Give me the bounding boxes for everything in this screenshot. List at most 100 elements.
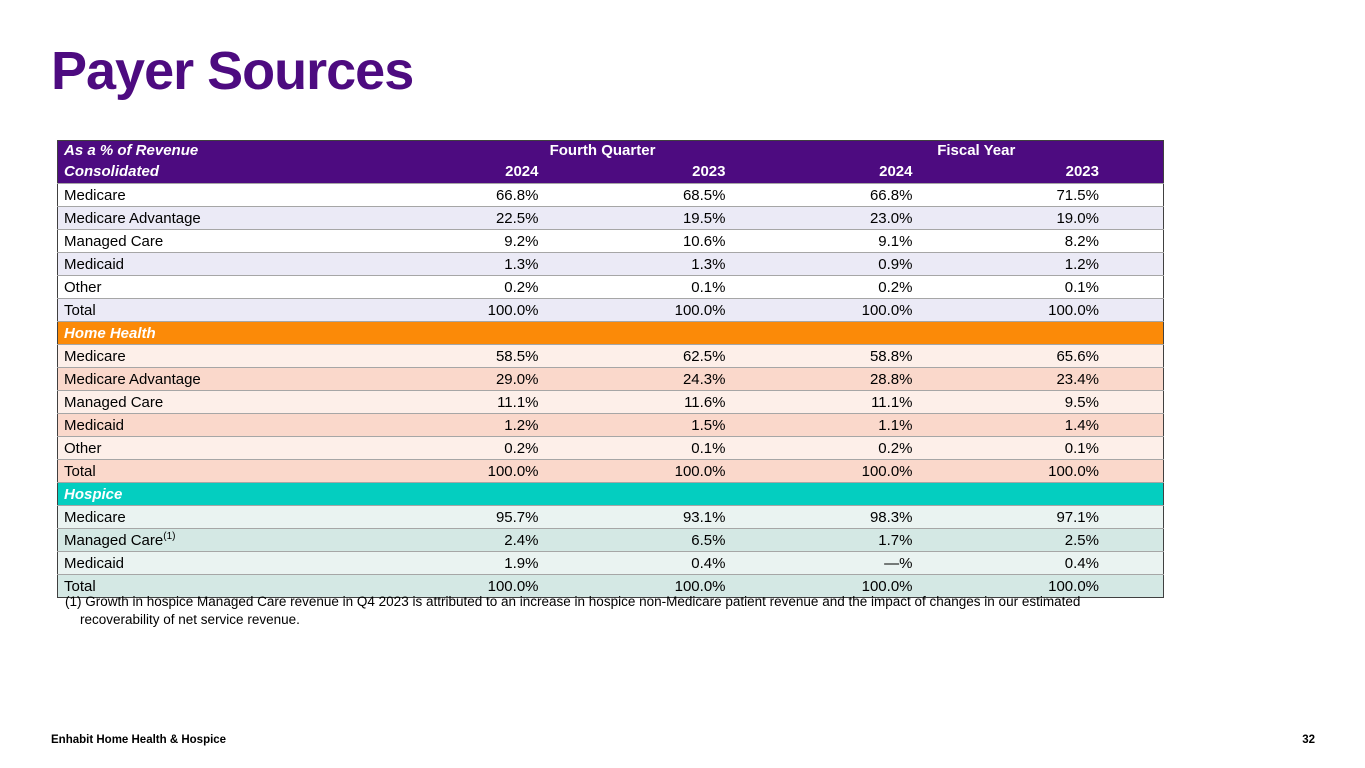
footnote-reference-marker: (1) <box>163 530 176 542</box>
value-cell: 9.2% <box>415 229 603 253</box>
row-label: Managed Care <box>57 390 416 414</box>
value-cell: 2.4% <box>415 528 603 552</box>
row-label: Medicare <box>57 505 416 529</box>
value-cell: 0.4% <box>976 551 1164 575</box>
value-cell: 0.2% <box>415 275 603 299</box>
header-row-years: Consolidated 2024 2023 2024 2023 <box>57 160 1164 184</box>
value-cell: 100.0% <box>976 298 1164 322</box>
corner-label-revenue: As a % of Revenue <box>57 140 416 160</box>
value-cell: 100.0% <box>602 574 790 598</box>
value-cell: 95.7% <box>415 505 603 529</box>
value-cell: 9.5% <box>976 390 1164 414</box>
footer-page-number: 32 <box>1302 734 1315 746</box>
value-cell: 1.7% <box>789 528 977 552</box>
value-cell: 66.8% <box>415 183 603 207</box>
table-row: Medicare 58.5% 62.5% 58.8% 65.6% <box>57 344 1164 368</box>
payer-sources-table: As a % of Revenue Fourth Quarter Fiscal … <box>57 140 1164 598</box>
value-cell: 1.2% <box>976 252 1164 276</box>
value-cell: 100.0% <box>976 574 1164 598</box>
value-cell: 11.1% <box>789 390 977 414</box>
value-cell: 62.5% <box>602 344 790 368</box>
row-label: Total <box>57 459 416 483</box>
value-cell: 93.1% <box>602 505 790 529</box>
table-row: Medicare 66.8% 68.5% 66.8% 71.5% <box>57 183 1164 207</box>
value-cell: 97.1% <box>976 505 1164 529</box>
table-row: Other 0.2% 0.1% 0.2% 0.1% <box>57 275 1164 299</box>
section-header-row: Hospice <box>57 482 1164 506</box>
table-row: Other 0.2% 0.1% 0.2% 0.1% <box>57 436 1164 460</box>
row-label: Medicare <box>57 183 416 207</box>
value-cell: 28.8% <box>789 367 977 391</box>
value-cell: 1.1% <box>789 413 977 437</box>
value-cell: 11.1% <box>415 390 603 414</box>
table-row: Medicare Advantage 29.0% 24.3% 28.8% 23.4% <box>57 367 1164 391</box>
year-header-fy-2023: 2023 <box>976 160 1164 184</box>
year-header-fy-2024: 2024 <box>789 160 977 184</box>
table-row: Total 100.0% 100.0% 100.0% 100.0% <box>57 574 1164 598</box>
value-cell: 10.6% <box>602 229 790 253</box>
value-cell: 19.0% <box>976 206 1164 230</box>
value-cell: 65.6% <box>976 344 1164 368</box>
header-row-groups: As a % of Revenue Fourth Quarter Fiscal … <box>57 140 1164 160</box>
table-row: Managed Care 11.1% 11.6% 11.1% 9.5% <box>57 390 1164 414</box>
row-label: Medicare Advantage <box>57 206 416 230</box>
footer-company-name: Enhabit Home Health & Hospice <box>51 734 227 746</box>
value-cell: 100.0% <box>602 459 790 483</box>
value-cell: 1.9% <box>415 551 603 575</box>
row-label: Medicaid <box>57 413 416 437</box>
row-label: Total <box>57 298 416 322</box>
table-row: Total 100.0% 100.0% 100.0% 100.0% <box>57 298 1164 322</box>
table-row: Medicare 95.7% 93.1% 98.3% 97.1% <box>57 505 1164 529</box>
value-cell: 66.8% <box>789 183 977 207</box>
value-cell: 9.1% <box>789 229 977 253</box>
value-cell: 100.0% <box>602 298 790 322</box>
value-cell: 8.2% <box>976 229 1164 253</box>
payer-sources-table-container: As a % of Revenue Fourth Quarter Fiscal … <box>57 140 1164 598</box>
value-cell: 0.1% <box>976 436 1164 460</box>
value-cell: 11.6% <box>602 390 790 414</box>
table-row: Medicaid 1.2% 1.5% 1.1% 1.4% <box>57 413 1164 437</box>
col-group-fiscal-year: Fiscal Year <box>789 140 1164 160</box>
table-row: Total 100.0% 100.0% 100.0% 100.0% <box>57 459 1164 483</box>
row-label: Medicare Advantage <box>57 367 416 391</box>
value-cell: 0.4% <box>602 551 790 575</box>
table-row: Medicaid 1.9% 0.4% —% 0.4% <box>57 551 1164 575</box>
value-cell: 19.5% <box>602 206 790 230</box>
page-title: Payer Sources <box>51 41 414 101</box>
value-cell: 1.5% <box>602 413 790 437</box>
value-cell: 68.5% <box>602 183 790 207</box>
value-cell: 100.0% <box>415 298 603 322</box>
table-row: Medicaid 1.3% 1.3% 0.9% 1.2% <box>57 252 1164 276</box>
value-cell: 24.3% <box>602 367 790 391</box>
corner-label-consolidated: Consolidated <box>57 160 416 184</box>
table-body: Medicare 66.8% 68.5% 66.8% 71.5% Medicare Adv… <box>57 183 1164 598</box>
value-cell: 29.0% <box>415 367 603 391</box>
value-cell: 1.3% <box>415 252 603 276</box>
table-row: Managed Care 9.2% 10.6% 9.1% 8.2% <box>57 229 1164 253</box>
year-header-q4-2024: 2024 <box>415 160 603 184</box>
table-row: Managed Care(1) 2.4% 6.5% 1.7% 2.5% <box>57 528 1164 552</box>
value-cell: 0.2% <box>415 436 603 460</box>
value-cell: 0.2% <box>789 436 977 460</box>
value-cell: 100.0% <box>976 459 1164 483</box>
value-cell: 0.1% <box>976 275 1164 299</box>
row-label: Total <box>57 574 416 598</box>
value-cell: 98.3% <box>789 505 977 529</box>
row-label: Other <box>57 436 416 460</box>
footnote: (1) Growth in hospice Managed Care reven… <box>65 594 1081 627</box>
value-cell: 1.3% <box>602 252 790 276</box>
col-group-fourth-quarter: Fourth Quarter <box>415 140 790 160</box>
row-label: Managed Care(1) <box>57 528 416 552</box>
row-label: Medicaid <box>57 252 416 276</box>
value-cell: 1.2% <box>415 413 603 437</box>
value-cell: 58.8% <box>789 344 977 368</box>
value-cell: 22.5% <box>415 206 603 230</box>
value-cell: 23.4% <box>976 367 1164 391</box>
table-header: As a % of Revenue Fourth Quarter Fiscal … <box>57 140 1164 184</box>
row-label: Medicaid <box>57 551 416 575</box>
value-cell: 1.4% <box>976 413 1164 437</box>
section-header-label: Hospice <box>57 482 1164 506</box>
value-cell: 0.1% <box>602 275 790 299</box>
section-header-label: Home Health <box>57 321 1164 345</box>
value-cell: 0.1% <box>602 436 790 460</box>
